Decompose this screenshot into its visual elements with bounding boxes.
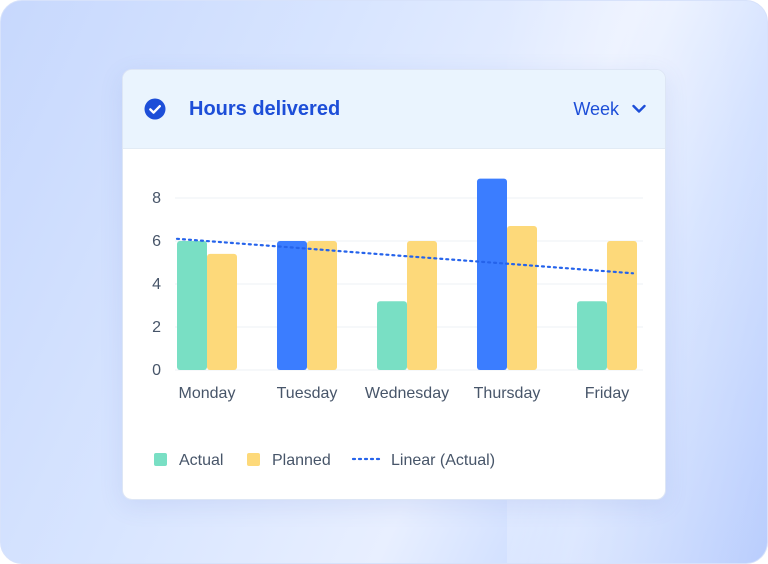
x-tick-label: Friday (585, 385, 629, 402)
bar-actual (477, 178, 507, 370)
y-tick-label: 6 (152, 233, 161, 250)
check-circle-icon (144, 98, 166, 120)
bars (177, 178, 637, 370)
x-axis-ticks: Monday Tuesday Wednesday Thursday Friday (179, 385, 630, 402)
legend-swatch-planned (247, 453, 260, 466)
period-label: Week (573, 99, 619, 119)
y-tick-label: 8 (152, 190, 161, 207)
legend-label-planned: Planned (272, 452, 331, 469)
bar-actual (377, 301, 407, 370)
legend: Actual Planned Linear (Actual) (154, 452, 495, 469)
bar-planned (607, 241, 637, 370)
y-axis-ticks: 0 2 4 6 8 (152, 190, 161, 379)
bar-actual (577, 301, 607, 370)
trendline-linear-actual (175, 237, 635, 275)
hours-delivered-card: Hours delivered Week 0 2 4 6 8 Monday Tuesday… (122, 69, 666, 500)
x-tick-label: Tuesday (277, 385, 338, 402)
trendline (175, 237, 635, 275)
card-header: Hours delivered Week (123, 70, 665, 149)
y-tick-label: 2 (152, 319, 161, 336)
y-tick-label: 0 (152, 362, 161, 379)
legend-swatch-actual (154, 453, 167, 466)
y-tick-label: 4 (152, 276, 161, 293)
bar-actual (277, 241, 307, 370)
bar-actual (177, 241, 207, 370)
x-tick-label: Monday (179, 385, 236, 402)
x-tick-label: Thursday (474, 385, 541, 402)
legend-label-actual: Actual (179, 452, 223, 469)
card-title: Hours delivered (189, 98, 341, 120)
bar-planned (307, 241, 337, 370)
bar-planned (407, 241, 437, 370)
x-tick-label: Wednesday (365, 385, 449, 402)
chevron-down-icon (632, 104, 646, 113)
hours-bar-chart: 0 2 4 6 8 Monday Tuesday Wednesday Thursday Frid… (152, 178, 643, 469)
bar-planned (507, 225, 537, 370)
period-dropdown[interactable]: Week (573, 94, 647, 124)
legend-label-trendline: Linear (Actual) (391, 452, 495, 469)
bar-planned (207, 253, 237, 370)
